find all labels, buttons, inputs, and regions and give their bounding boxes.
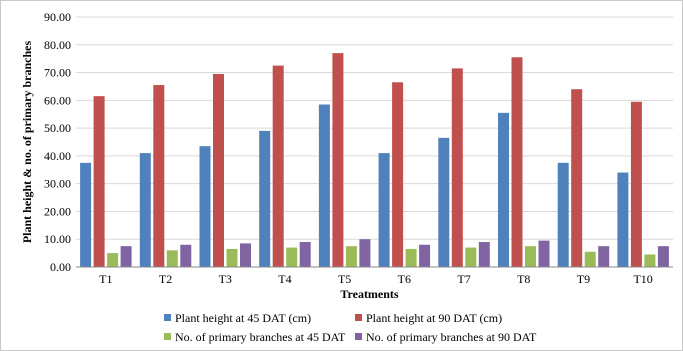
legend-swatch <box>355 333 362 340</box>
bar <box>93 96 105 268</box>
bar <box>498 112 509 267</box>
legend-label: No. of primary branches at 45 DAT <box>175 330 346 344</box>
y-tick-label: 30.00 <box>44 177 71 191</box>
bar <box>392 82 404 268</box>
x-tick-label: T8 <box>517 272 530 286</box>
bar <box>80 162 92 267</box>
bar <box>405 248 417 267</box>
bar <box>213 73 224 267</box>
bar <box>180 244 192 267</box>
y-tick-label: 90.00 <box>44 10 71 24</box>
legend-swatch <box>164 333 171 340</box>
bar <box>511 57 523 268</box>
bar <box>419 244 431 267</box>
bar <box>139 153 151 267</box>
bar <box>153 85 165 267</box>
bar <box>378 153 390 267</box>
bar <box>240 243 251 267</box>
x-tick-labels: T1 T2 T3 T4 T5 T6 T7 T8 T9 T10 <box>99 272 653 286</box>
bar <box>657 246 669 267</box>
y-tick-label: 60.00 <box>44 93 71 107</box>
gridlines <box>76 16 673 240</box>
y-tick-labels: 0.00 10.00 20.00 30.00 40.00 50.00 60.00 70.00 8… <box>44 10 71 274</box>
x-tick-label: T1 <box>99 272 112 286</box>
x-tick-label: T10 <box>633 272 652 286</box>
y-tick-label: 20.00 <box>44 204 71 218</box>
bar <box>226 248 238 267</box>
y-tick-label: 10.00 <box>44 232 71 246</box>
y-tick-label: 40.00 <box>44 149 71 163</box>
bar <box>199 146 211 267</box>
bar <box>272 65 284 267</box>
x-tick-label: T5 <box>338 272 351 286</box>
legend: Plant height at 45 DAT (cm) Plant height … <box>164 311 537 344</box>
y-tick-label: 50.00 <box>44 121 71 135</box>
bar <box>438 137 450 267</box>
bar <box>345 246 357 267</box>
bar <box>478 242 490 267</box>
bar <box>451 68 463 267</box>
x-axis-title: Treatments <box>340 287 399 301</box>
x-tick-label: T9 <box>577 272 590 286</box>
x-tick-label: T6 <box>398 272 411 286</box>
bar <box>644 254 656 267</box>
x-tick-label: T2 <box>159 272 172 286</box>
x-tick-label: T7 <box>457 272 470 286</box>
bar <box>630 101 642 267</box>
bar <box>120 246 132 267</box>
bar <box>584 251 596 267</box>
y-tick-label: 80.00 <box>44 38 71 52</box>
bar <box>598 246 610 267</box>
bar <box>332 53 344 267</box>
bar <box>107 253 119 267</box>
bar <box>557 162 569 267</box>
legend-swatch <box>164 314 171 321</box>
bar <box>359 239 371 267</box>
legend-swatch <box>355 314 362 321</box>
bar <box>259 130 271 267</box>
bar <box>525 246 536 267</box>
legend-label: Plant height at 90 DAT (cm) <box>366 311 502 325</box>
bar <box>166 250 178 267</box>
bar <box>318 104 330 267</box>
bar <box>299 242 311 267</box>
x-tick-label: T4 <box>278 272 291 286</box>
legend-label: Plant height at 45 DAT (cm) <box>175 311 311 325</box>
x-tick-label: T3 <box>219 272 232 286</box>
y-tick-label: 0.00 <box>50 260 71 274</box>
bar <box>286 247 298 267</box>
bars <box>80 53 669 268</box>
bar <box>617 172 629 267</box>
y-tick-label: 70.00 <box>44 66 71 80</box>
bar <box>465 247 477 267</box>
bar <box>538 240 550 267</box>
legend-label: No. of primary branches at 90 DAT <box>366 330 537 344</box>
y-axis-title: Plant height & no. of primary branches <box>20 41 34 244</box>
bar <box>571 89 583 267</box>
